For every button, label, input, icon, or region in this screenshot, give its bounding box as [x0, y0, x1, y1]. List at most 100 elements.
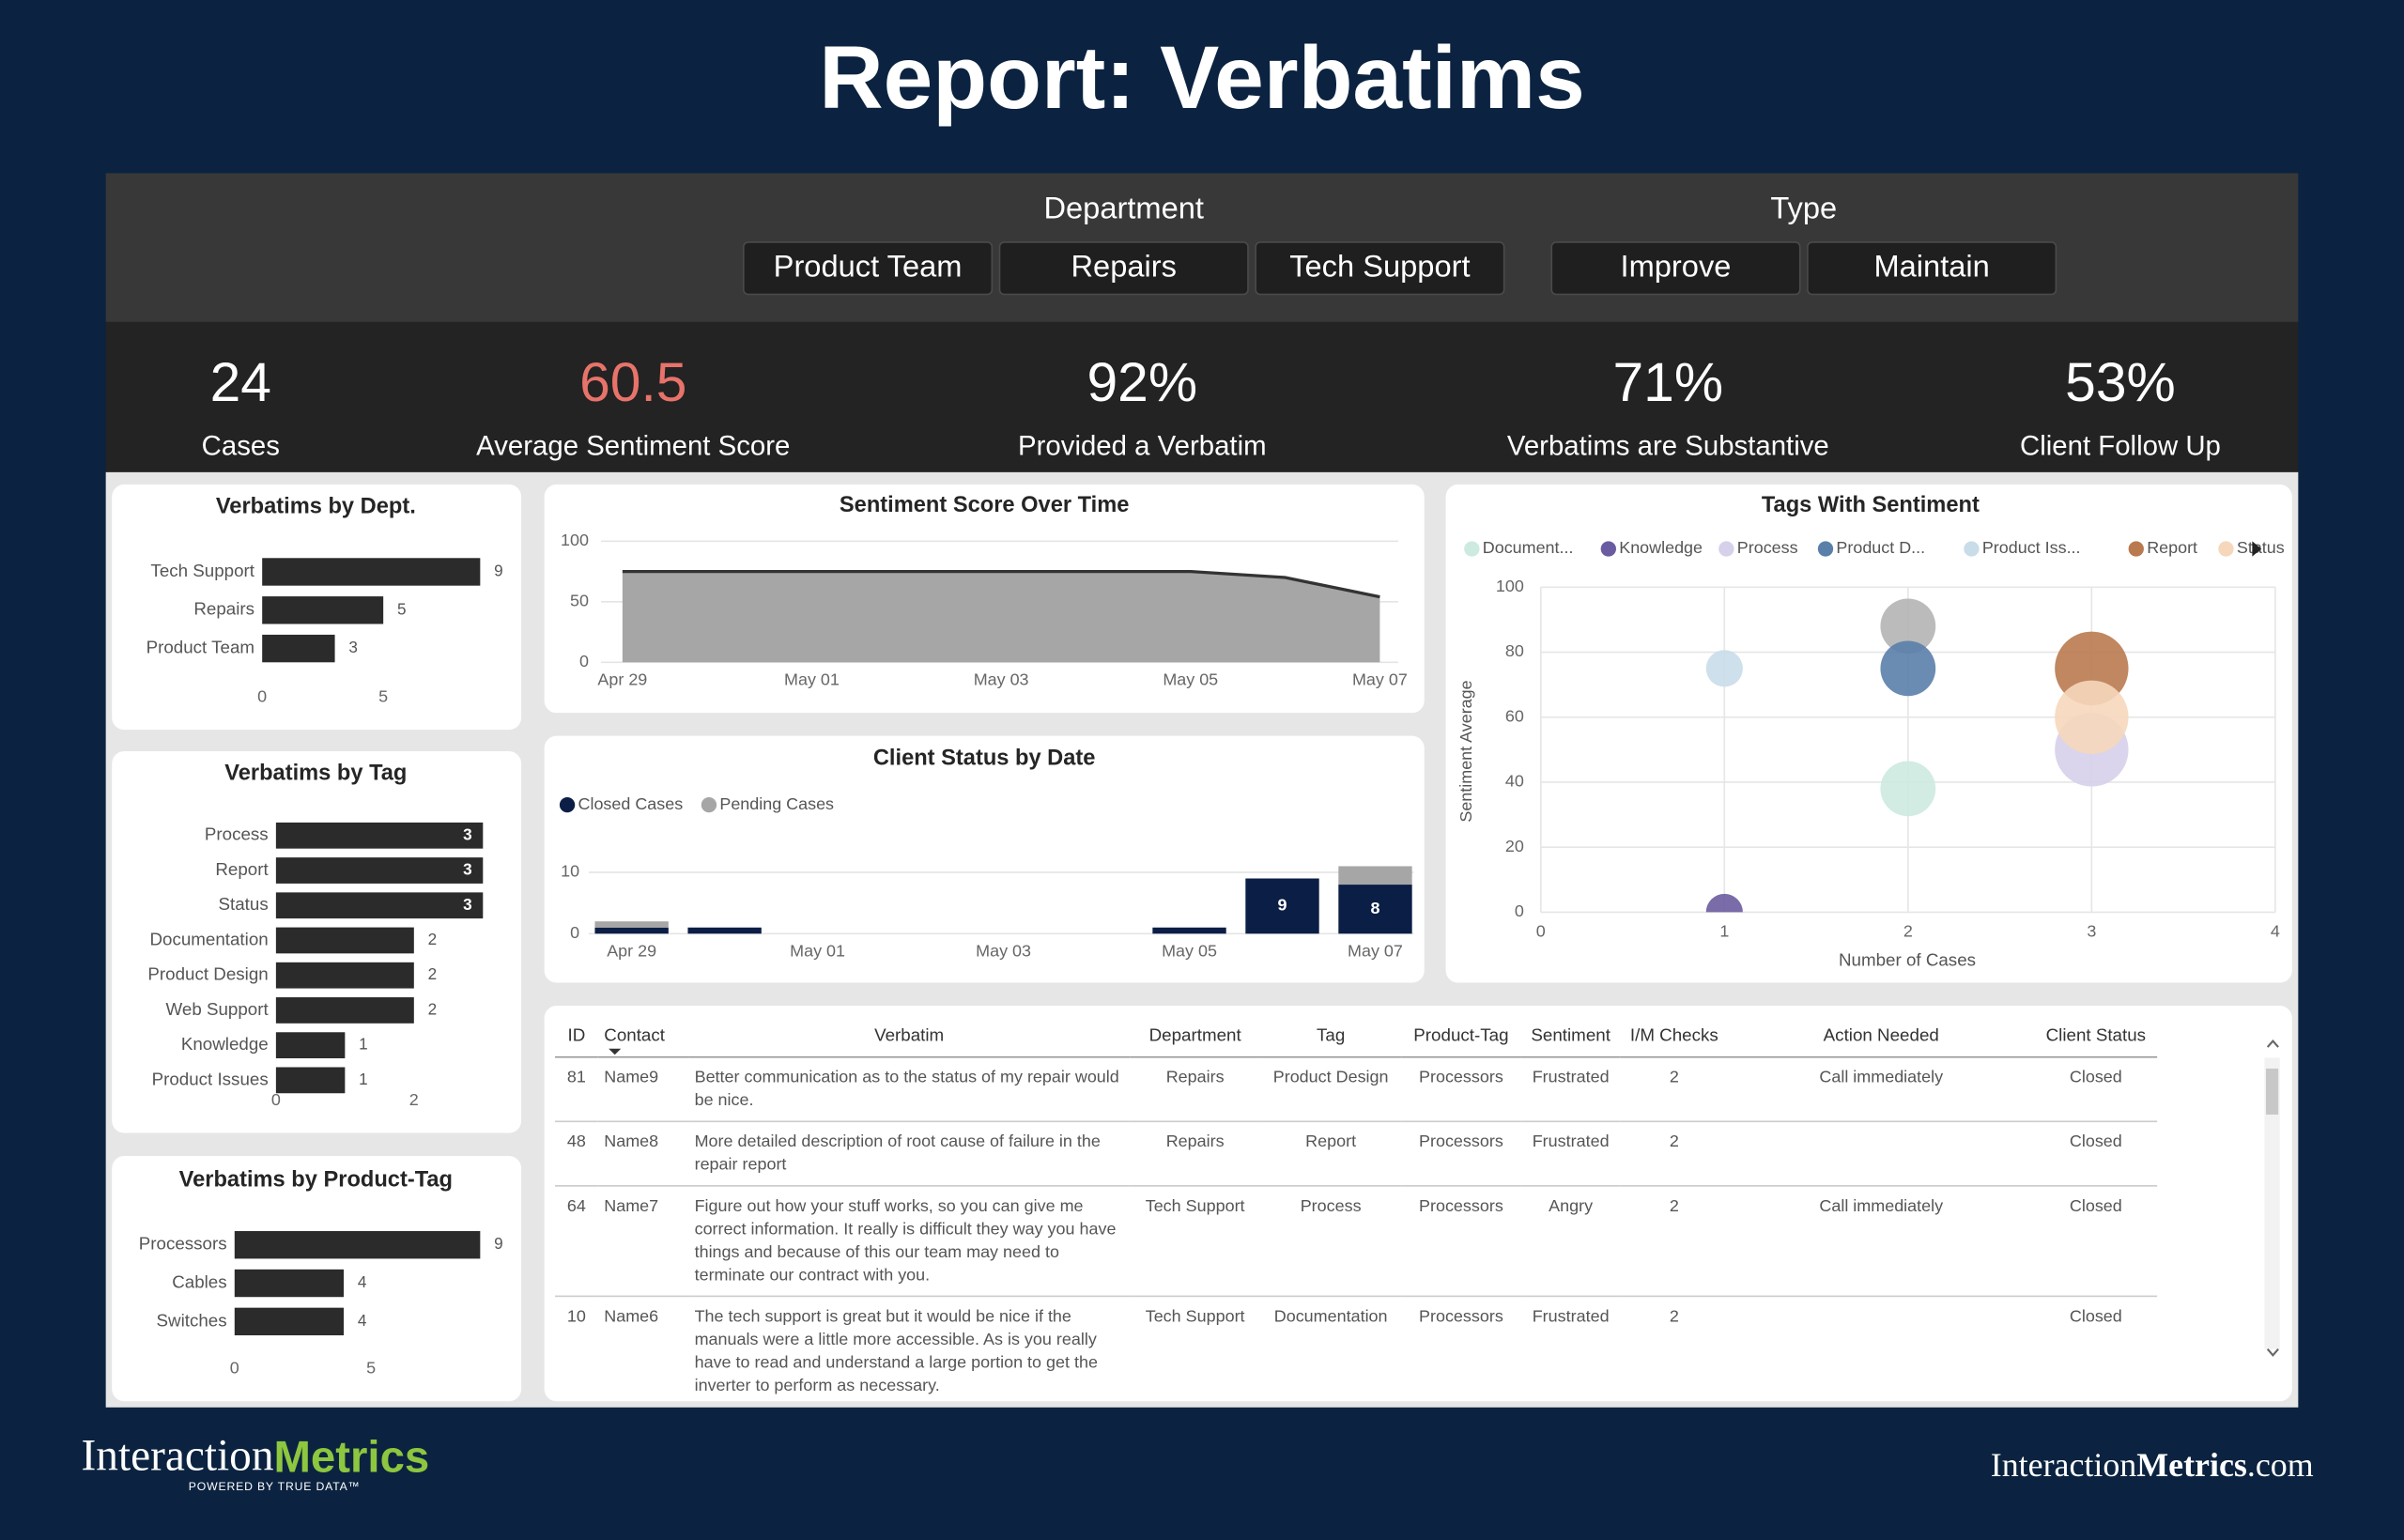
- column-header[interactable]: Tag: [1260, 1014, 1402, 1058]
- y-tick-label: 10: [561, 862, 579, 881]
- footer-logo: InteractionMetrics: [82, 1431, 430, 1482]
- bar: [275, 857, 484, 884]
- column-header[interactable]: Client Status: [2034, 1014, 2158, 1058]
- scroll-down[interactable]: [2266, 1348, 2279, 1357]
- y-tick-label: 20: [1505, 837, 1524, 855]
- legend-label: Report: [2147, 538, 2197, 557]
- scroll-up[interactable]: [2266, 1039, 2279, 1048]
- bar: [275, 892, 484, 919]
- x-axis-title: Number of Cases: [1839, 950, 1976, 970]
- table-cell: More detailed description of root cause …: [688, 1121, 1131, 1187]
- site-part: Interaction: [1991, 1446, 2137, 1484]
- bubble: [1705, 893, 1743, 913]
- table-scroll: ID Contact Verbatim Department Tag Product-Ta…: [555, 1014, 2258, 1395]
- data-label: 9: [494, 1234, 503, 1253]
- filter-button[interactable]: Product Team: [743, 241, 994, 296]
- table-cell: Name7: [597, 1185, 689, 1298]
- x-tick-label: 0: [271, 1090, 281, 1109]
- filter-button[interactable]: Repairs: [998, 241, 1249, 296]
- table-cell: 48: [555, 1121, 598, 1187]
- table-cell: Repairs: [1130, 1056, 1261, 1123]
- column-header[interactable]: Department: [1130, 1014, 1261, 1058]
- column-header[interactable]: Sentiment: [1520, 1014, 1621, 1058]
- bar: [262, 558, 481, 586]
- category-label: Processors: [139, 1234, 227, 1254]
- filter-button-bg: [743, 241, 994, 296]
- data-label: 2: [428, 930, 438, 948]
- legend-next-arrow[interactable]: [2252, 541, 2262, 557]
- data-label: 3: [348, 638, 358, 656]
- x-tick-label: 3: [2087, 921, 2096, 940]
- legend-marker: [2128, 541, 2144, 557]
- column-header[interactable]: Verbatim: [688, 1014, 1131, 1058]
- table-cell: [1728, 1296, 2035, 1395]
- data-label: 3: [463, 860, 472, 879]
- card: [544, 735, 1425, 983]
- legend-marker: [701, 796, 717, 813]
- table-row: 48 Name8 More detailed description of root…: [555, 1121, 2158, 1187]
- area: [622, 571, 1380, 663]
- column-header[interactable]: I/M Checks: [1620, 1014, 1728, 1058]
- bar: [275, 1067, 346, 1094]
- data-label: 3: [463, 824, 472, 843]
- bar: [275, 997, 414, 1024]
- category-label: Product Team: [146, 638, 254, 657]
- x-tick-label: 0: [230, 1359, 239, 1378]
- sort-arrow[interactable]: [609, 1048, 622, 1055]
- filter-button[interactable]: Improve: [1550, 241, 1801, 296]
- category-label: Product Issues: [152, 1069, 269, 1088]
- table-cell: 2: [1620, 1056, 1728, 1123]
- y-tick-label: 80: [1505, 641, 1524, 660]
- data-label: 4: [358, 1311, 367, 1330]
- x-tick-label: May 03: [974, 670, 1029, 689]
- table-row: 64 Name7 Figure out how your stuff works, …: [555, 1185, 2158, 1298]
- bar: [234, 1269, 345, 1298]
- table-cell: Closed: [2034, 1056, 2158, 1123]
- x-tick-label: 2: [1903, 921, 1913, 940]
- chart-title: Verbatims by Dept.: [216, 495, 416, 519]
- bar: [275, 822, 484, 849]
- kpi-value: 60.5: [579, 352, 686, 413]
- x-tick-label: 0: [257, 687, 267, 706]
- scrollbar[interactable]: [2264, 1039, 2280, 1357]
- column-header[interactable]: Action Needed: [1728, 1014, 2035, 1058]
- filter-button-bg: [1550, 241, 1801, 296]
- y-tick-label: 0: [570, 923, 579, 942]
- category-label: Knowledge: [181, 1034, 269, 1054]
- category-label: Switches: [157, 1310, 227, 1330]
- column-header[interactable]: Product-Tag: [1401, 1014, 1521, 1058]
- data-label: 3: [463, 895, 472, 914]
- bar-segment: [1338, 866, 1412, 886]
- filter-button[interactable]: Tech Support: [1255, 241, 1505, 296]
- x-tick-label: May 07: [1352, 670, 1408, 689]
- category-label: Process: [205, 824, 269, 844]
- table-cell: Process: [1260, 1185, 1402, 1298]
- category-label: Cables: [172, 1271, 226, 1291]
- table-cell: Name6: [597, 1296, 689, 1395]
- filter-option: Maintain: [1873, 248, 1989, 283]
- scroll-thumb[interactable]: [2266, 1068, 2279, 1115]
- category-label: Repairs: [193, 599, 254, 619]
- table-cell: Better communication as to the status of…: [688, 1056, 1131, 1123]
- column-header[interactable]: ID: [555, 1014, 598, 1058]
- bubble: [1880, 598, 1936, 654]
- kpi-band: [105, 321, 2299, 472]
- legend-label: Document...: [1483, 538, 1574, 557]
- filter-button[interactable]: Maintain: [1807, 241, 2057, 296]
- logo-tagline: POWERED BY TRUE DATA™: [189, 1480, 361, 1493]
- bar: [275, 1032, 346, 1059]
- table-cell: Name8: [597, 1121, 689, 1187]
- site-part: .com: [2247, 1446, 2314, 1484]
- bar: [262, 634, 335, 663]
- site-part: Metrics: [2136, 1446, 2247, 1484]
- logo-part: Interaction: [82, 1431, 274, 1480]
- table-cell: 2: [1620, 1185, 1728, 1298]
- filter-option: Improve: [1621, 248, 1732, 283]
- table-cell: 2: [1620, 1296, 1728, 1395]
- bar-segment: [1152, 927, 1226, 934]
- table-cell: 64: [555, 1185, 598, 1298]
- bar: [262, 596, 384, 624]
- line: [622, 569, 1380, 599]
